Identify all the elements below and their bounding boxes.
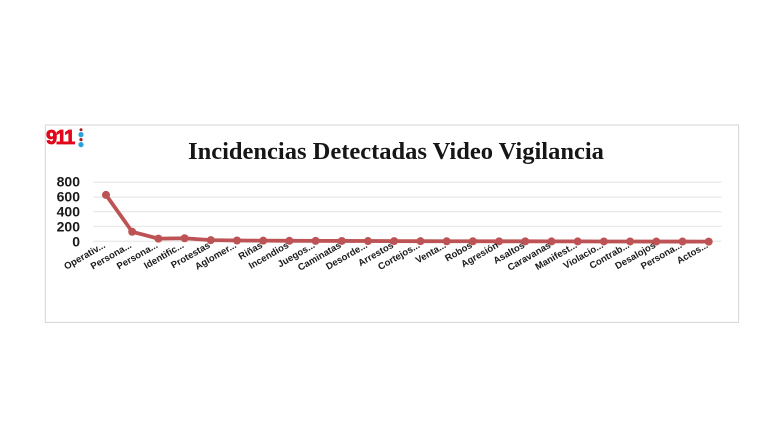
svg-text:600: 600 <box>57 189 81 205</box>
svg-text:800: 800 <box>57 174 81 190</box>
svg-text:200: 200 <box>57 219 81 235</box>
svg-text:400: 400 <box>57 204 81 220</box>
svg-text:Incidencias Detectadas Video V: Incidencias Detectadas Video Vigilancia <box>188 138 604 165</box>
svg-text:0: 0 <box>72 234 80 250</box>
svg-text:911: 911 <box>46 127 75 149</box>
